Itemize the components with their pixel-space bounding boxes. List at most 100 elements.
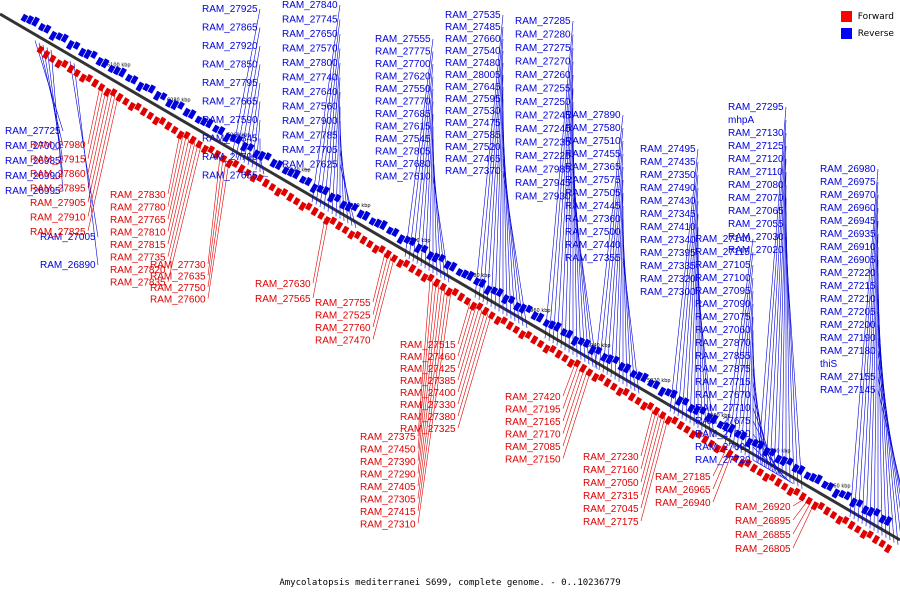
reverse-gene-label: RAM_27000	[5, 141, 61, 152]
reverse-gene-label: RAM_26910	[820, 242, 876, 253]
forward-connector	[312, 217, 326, 284]
reverse-gene	[739, 431, 748, 441]
forward-gene-label: RAM_27405	[360, 482, 416, 493]
forward-gene	[664, 415, 673, 426]
kbp-tick-label: 5960 kbp	[527, 308, 551, 314]
reverse-connector	[606, 153, 624, 375]
forward-gene	[139, 106, 149, 117]
forward-gene	[90, 78, 100, 88]
reverse-gene	[478, 278, 487, 288]
reverse-connector	[416, 76, 434, 264]
forward-connector	[640, 409, 654, 457]
reverse-gene-label: RAM_27260	[515, 70, 571, 81]
forward-gene-label: RAM_27315	[583, 491, 639, 502]
forward-gene-label: RAM_27400	[400, 388, 456, 399]
forward-connector	[712, 455, 732, 503]
forward-gene-label: RAM_27195	[505, 405, 561, 416]
reverse-connector	[724, 238, 754, 444]
reverse-connector	[849, 168, 879, 517]
reverse-gene	[490, 286, 499, 295]
forward-gene-label: RAM_27230	[583, 452, 639, 463]
reverse-gene	[577, 337, 586, 346]
forward-gene	[322, 215, 332, 226]
forward-gene	[42, 49, 51, 60]
reverse-gene-label: RAM_27295	[728, 102, 784, 113]
reverse-gene	[170, 99, 180, 111]
reverse-gene-label: RAM_27930	[515, 192, 571, 203]
reverse-connector	[618, 192, 624, 382]
forward-connector	[457, 304, 474, 357]
forward-gene	[212, 149, 222, 160]
forward-gene-label: RAM_27290	[360, 470, 416, 481]
reverse-gene-label: RAM_27520	[445, 142, 501, 153]
forward-gene	[176, 130, 185, 140]
reverse-connector	[502, 158, 524, 326]
reverse-gene-label: RAM_26995	[5, 186, 61, 197]
reverse-gene	[883, 515, 893, 527]
forward-gene	[439, 282, 447, 292]
reverse-gene	[507, 295, 516, 305]
kbp-tick-label: 5980 kbp	[467, 273, 491, 279]
forward-gene-label: RAM_27380	[400, 412, 456, 423]
reverse-gene	[779, 455, 789, 467]
reverse-connector	[877, 311, 895, 543]
reverse-connector	[765, 132, 787, 468]
forward-gene	[871, 534, 881, 545]
reverse-gene	[826, 481, 835, 492]
forward-gene-label: RAM_26805	[735, 544, 791, 555]
forward-gene	[280, 187, 289, 197]
forward-gene-label: RAM_27860	[30, 169, 86, 180]
forward-gene	[151, 116, 161, 126]
reverse-gene-label: RAM_27925	[202, 4, 258, 15]
forward-gene-label: RAM_27980	[30, 140, 86, 151]
reverse-gene-label: RAM_27510	[565, 136, 621, 147]
reverse-connector	[42, 45, 64, 162]
reverse-connector	[669, 148, 699, 412]
reverse-connector	[412, 63, 434, 262]
reverse-gene-label: RAM_27700	[375, 59, 431, 70]
forward-gene	[371, 244, 380, 254]
forward-gene	[353, 230, 362, 240]
reverse-gene	[669, 389, 678, 399]
reverse-connector	[486, 50, 504, 305]
reverse-connector	[785, 249, 803, 489]
forward-gene	[493, 315, 502, 326]
reverse-gene-label: RAM_27710	[695, 403, 751, 414]
reverse-gene-label: RAM_27665	[202, 97, 258, 108]
reverse-gene-label: RAM_27485	[445, 22, 501, 33]
reverse-gene	[751, 438, 760, 448]
forward-connector	[417, 284, 440, 474]
reverse-connector	[736, 277, 754, 451]
reverse-gene	[443, 260, 452, 270]
forward-gene	[200, 144, 210, 155]
forward-gene-label: RAM_27325	[400, 424, 456, 435]
reverse-gene	[252, 149, 261, 159]
reverse-gene	[165, 98, 174, 108]
reverse-gene-label: RAM_26980	[820, 164, 876, 175]
reverse-gene-label: RAM_27155	[820, 372, 876, 383]
reverse-gene-label: thiS	[820, 359, 838, 370]
forward-connector	[712, 453, 729, 490]
reverse-gene-label: RAM_27720	[695, 455, 751, 466]
reverse-gene	[814, 474, 823, 485]
reverse-connector	[677, 174, 699, 417]
forward-gene	[456, 292, 466, 302]
forward-gene	[634, 396, 643, 406]
reverse-gene-label: RAM_27360	[565, 214, 621, 225]
forward-gene-label: RAM_27565	[255, 294, 311, 305]
reverse-connector	[424, 101, 434, 269]
forward-connector	[457, 309, 483, 393]
forward-gene-label: RAM_27750	[150, 283, 206, 294]
reverse-gene-label: RAM_26905	[820, 255, 876, 266]
reverse-gene	[408, 236, 417, 247]
reverse-connector	[556, 61, 574, 346]
forward-gene	[524, 330, 533, 340]
reverse-gene	[100, 58, 110, 69]
reverse-gene	[848, 497, 858, 508]
forward-gene	[688, 429, 698, 440]
forward-gene	[719, 444, 728, 454]
forward-gene-label: RAM_27765	[110, 215, 166, 226]
reverse-gene	[483, 284, 493, 296]
forward-gene	[517, 330, 527, 340]
forward-gene-label: RAM_27730	[150, 260, 206, 271]
